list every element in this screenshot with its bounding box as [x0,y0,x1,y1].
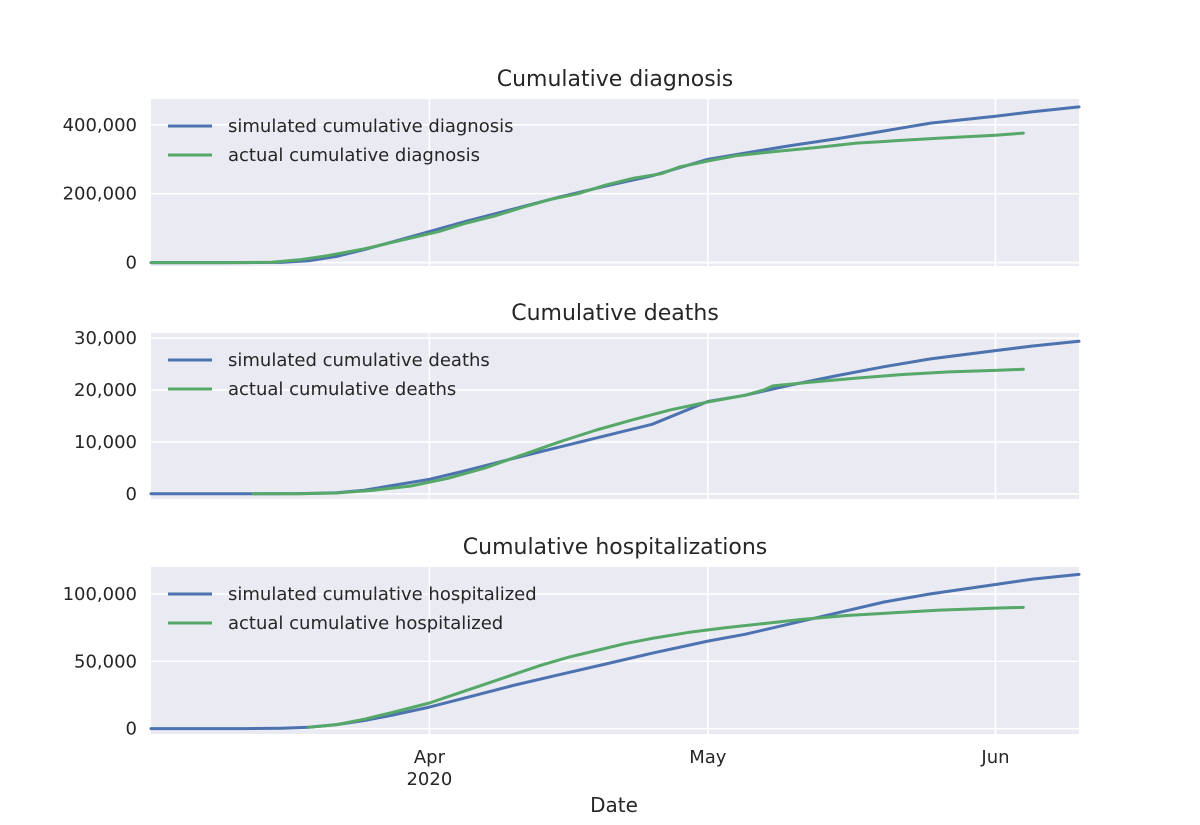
x-tick-label: Apr [414,747,446,768]
y-tick-label: 20,000 [74,380,137,401]
legend: simulated cumulative deaths actual cumula… [168,350,490,400]
panels: 0 200,000 400,000 Cumulative diagnosis simul… [63,67,1081,790]
chart-title: Cumulative diagnosis [497,67,734,92]
legend: simulated cumulative hospitalized actual … [168,584,537,634]
legend-label: actual cumulative hospitalized [228,613,503,634]
y-tick-label: 0 [126,253,137,274]
y-tick-label: 30,000 [74,328,137,349]
legend-label: simulated cumulative diagnosis [228,116,513,137]
series-line-actual [307,605,1025,729]
series-line-actual [251,367,1025,496]
legend-label: actual cumulative deaths [228,379,456,400]
chart-title: Cumulative hospitalizations [463,535,767,560]
legend-label: simulated cumulative deaths [228,350,490,371]
panel-2: 0 10,000 20,000 30,000 Cumulative deaths simu… [74,301,1081,505]
panel-1: 0 200,000 400,000 Cumulative diagnosis simul… [63,67,1081,274]
legend-label: simulated cumulative hospitalized [228,584,537,605]
x-tick-label: May [689,747,727,768]
x-tick-sublabel: 2020 [406,769,452,790]
x-axis-label: Date [590,793,638,817]
legend-label: actual cumulative diagnosis [228,145,480,166]
legend: simulated cumulative diagnosis actual cum… [168,116,513,166]
series-line-actual [149,131,1025,265]
y-tick-label: 0 [126,719,137,740]
panel-3: 0 50,000 100,000 Cumulative hospitalization… [63,535,1081,790]
y-tick-label: 200,000 [63,184,137,205]
y-tick-label: 400,000 [63,115,137,136]
y-tick-label: 0 [126,484,137,505]
x-tick-label: Jun [980,747,1009,768]
y-tick-label: 100,000 [63,584,137,605]
y-tick-label: 50,000 [74,651,137,672]
y-tick-label: 10,000 [74,432,137,453]
chart-title: Cumulative deaths [511,301,719,326]
